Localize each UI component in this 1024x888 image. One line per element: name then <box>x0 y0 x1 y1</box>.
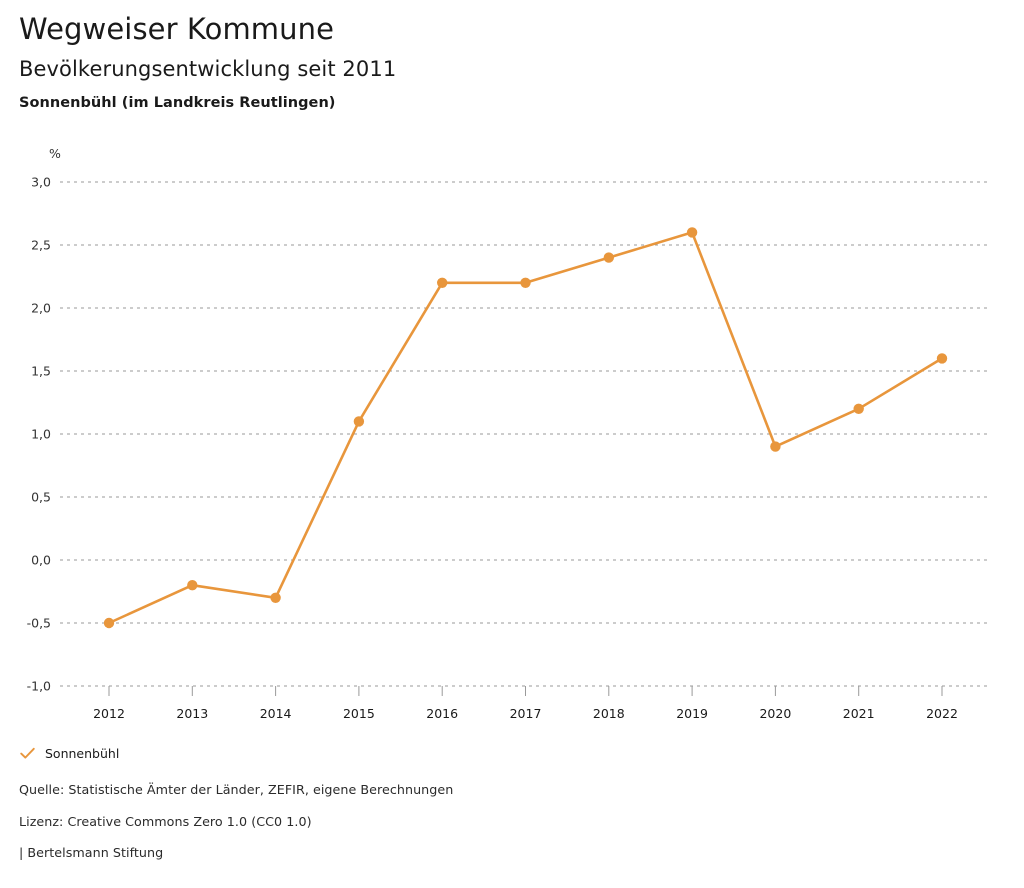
x-axis-tick-label: 2019 <box>676 706 708 721</box>
chart-place-label: Sonnenbühl (im Landkreis Reutlingen) <box>19 94 336 111</box>
series-markers-group <box>103 227 948 629</box>
x-axis-tick-label: 2018 <box>593 706 625 721</box>
y-axis-tick-label: 0,5 <box>31 490 51 505</box>
chart-footer: Quelle: Statistische Ämter der Länder, Z… <box>19 782 919 861</box>
y-axis-tick-label: 3,0 <box>31 175 51 190</box>
data-point-marker[interactable] <box>936 353 948 364</box>
chart-header: Wegweiser Kommune Bevölkerungsentwicklun… <box>19 12 999 112</box>
check-icon <box>19 745 36 762</box>
x-axis-tick-label: 2022 <box>926 706 958 721</box>
data-point-marker[interactable] <box>520 277 531 288</box>
data-point-marker[interactable] <box>270 592 281 603</box>
y-axis-tick-label: 0,0 <box>31 553 51 568</box>
y-axis-tick-label: -0,5 <box>27 616 51 631</box>
data-point-marker[interactable] <box>770 441 781 452</box>
y-axis-tick-label: -1,0 <box>27 679 51 694</box>
x-axis-tick-label: 2012 <box>93 706 125 721</box>
y-axis-unit-label: % <box>49 146 61 161</box>
ytick-labels-group: -1,0 -0,5 0,0 0,5 1,0 1,5 2,0 2,5 3,0 <box>27 175 51 694</box>
y-axis-tick-label: 2,0 <box>31 301 51 316</box>
y-axis-tick-label: 1,0 <box>31 427 51 442</box>
legend-item-label: Sonnenbühl <box>45 746 120 761</box>
x-axis-tick-label: 2014 <box>260 706 292 721</box>
xtick-marks-group <box>108 686 943 696</box>
x-axis-tick-label: 2013 <box>176 706 208 721</box>
x-axis-tick-label: 2021 <box>843 706 875 721</box>
data-point-marker[interactable] <box>686 227 698 238</box>
footer-publisher: | Bertelsmann Stiftung <box>19 845 164 861</box>
series-line-group <box>107 231 944 625</box>
x-axis-tick-label: 2016 <box>426 706 458 721</box>
x-axis-tick-label: 2020 <box>759 706 791 721</box>
chart-subtitle: Bevölkerungsentwicklung seit 2011 <box>19 57 397 82</box>
x-axis-tick-label: 2017 <box>510 706 542 721</box>
data-point-marker[interactable] <box>437 277 448 288</box>
footer-license: Lizenz: Creative Commons Zero 1.0 (CC0 1… <box>19 813 312 829</box>
data-point-marker[interactable] <box>853 403 864 414</box>
data-point-marker[interactable] <box>353 416 365 427</box>
data-point-marker[interactable] <box>187 580 198 591</box>
xtick-labels-group: 2012 2013 2014 2015 2016 2017 2018 2019 2020 2021… <box>93 706 958 721</box>
series-line <box>107 231 944 625</box>
page-title: Wegweiser Kommune <box>19 12 335 46</box>
data-point-marker[interactable] <box>103 617 115 629</box>
footer-source: Quelle: Statistische Ämter der Länder, Z… <box>19 782 454 797</box>
x-axis-tick-label: 2015 <box>343 706 375 721</box>
chart-legend[interactable]: Sonnenbühl <box>19 745 119 762</box>
y-axis-tick-label: 1,5 <box>31 364 51 379</box>
gridlines-group <box>60 181 989 687</box>
data-point-marker[interactable] <box>603 252 614 263</box>
y-axis-tick-label: 2,5 <box>31 238 51 253</box>
